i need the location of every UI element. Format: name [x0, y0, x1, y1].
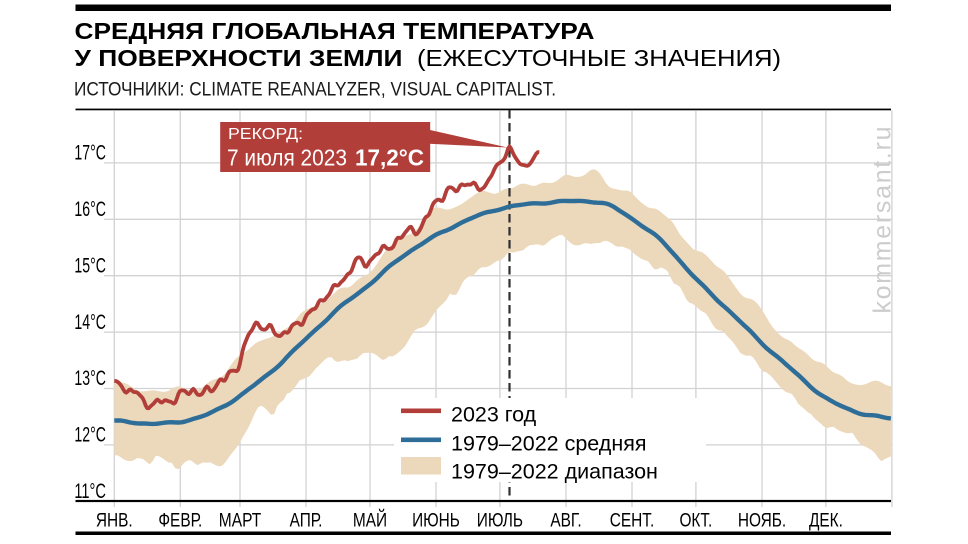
svg-text:12°C: 12°C — [74, 423, 106, 447]
svg-text:ИСТОЧНИКИ: CLIMATE REANALYZER,: ИСТОЧНИКИ: CLIMATE REANALYZER, VISUAL CA… — [74, 80, 556, 101]
svg-text:1979–2022 диапазон: 1979–2022 диапазон — [451, 460, 658, 484]
svg-text:17,2°C: 17,2°C — [355, 145, 424, 171]
svg-text:1979–2022 средняя: 1979–2022 средняя — [451, 432, 646, 456]
svg-text:15°C: 15°C — [74, 253, 106, 277]
svg-text:ИЮЛЬ: ИЮЛЬ — [477, 510, 523, 532]
svg-text:13°C: 13°C — [74, 366, 106, 390]
svg-text:ДЕК.: ДЕК. — [809, 510, 843, 532]
svg-text:11°C: 11°C — [74, 479, 106, 503]
svg-text:АПР.: АПР. — [290, 510, 323, 532]
svg-text:МАРТ: МАРТ — [219, 510, 262, 532]
svg-text:НОЯБ.: НОЯБ. — [738, 510, 786, 532]
svg-text:СРЕДНЯЯ ГЛОБАЛЬНАЯ ТЕМПЕРАТУРА: СРЕДНЯЯ ГЛОБАЛЬНАЯ ТЕМПЕРАТУРА — [75, 18, 595, 44]
svg-text:16°C: 16°C — [74, 197, 106, 221]
svg-text:АВГ.: АВГ. — [550, 510, 581, 532]
svg-text:ЯНВ.: ЯНВ. — [96, 510, 133, 532]
svg-text:14°C: 14°C — [74, 310, 106, 334]
svg-text:2023 год: 2023 год — [451, 403, 537, 427]
svg-text:(ЕЖЕСУТОЧНЫЕ ЗНАЧЕНИЯ): (ЕЖЕСУТОЧНЫЕ ЗНАЧЕНИЯ) — [417, 45, 781, 71]
svg-text:7 июля 2023: 7 июля 2023 — [227, 145, 347, 171]
svg-text:kommersant.ru: kommersant.ru — [869, 127, 897, 314]
svg-text:17°C: 17°C — [74, 141, 106, 165]
svg-text:РЕКОРД:: РЕКОРД: — [228, 126, 303, 143]
svg-text:СЕНТ.: СЕНТ. — [610, 510, 655, 532]
svg-text:У ПОВЕРХНОСТИ ЗЕМЛИ: У ПОВЕРХНОСТИ ЗЕМЛИ — [75, 45, 403, 71]
svg-text:МАЙ: МАЙ — [353, 508, 387, 532]
svg-text:ИЮНЬ: ИЮНЬ — [412, 510, 460, 532]
svg-text:ОКТ.: ОКТ. — [679, 510, 712, 532]
svg-text:ФЕВР.: ФЕВР. — [158, 510, 202, 532]
